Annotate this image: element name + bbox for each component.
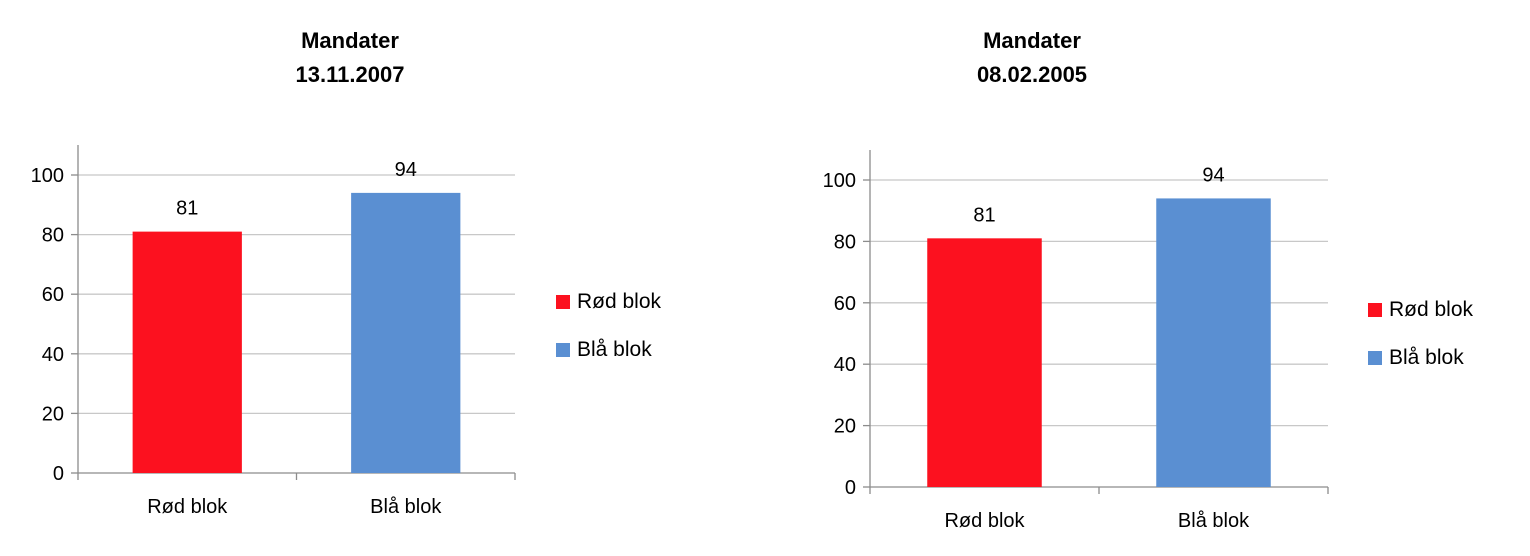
chart-legend: Rød blok Blå blok	[1368, 286, 1473, 382]
y-tick-label: 100	[31, 165, 64, 187]
chart-subtitle: 13.11.2007	[295, 62, 405, 87]
legend-swatch-blue	[556, 343, 570, 357]
y-tick-label: 0	[53, 463, 64, 485]
legend-item-rod-blok: Rød blok	[556, 278, 661, 326]
y-tick-label: 100	[823, 170, 856, 192]
chart-panel-2005: Mandater 08.02.2005 0 20 40 60 80 100 81 Rød bl…	[760, 0, 1530, 556]
legend-label: Rød blok	[1389, 298, 1474, 321]
y-tick-label: 80	[834, 231, 856, 253]
legend-item-bla-blok: Blå blok	[556, 326, 661, 374]
legend-item-rod-blok: Rød blok	[1368, 286, 1473, 334]
chart-title-text: Mandater	[983, 28, 1081, 53]
y-tick-label: 60	[834, 293, 856, 315]
legend-label: Blå blok	[1389, 346, 1464, 369]
legend-label: Blå blok	[577, 338, 652, 361]
chart-legend: Rød blok Blå blok	[556, 278, 661, 374]
bar	[1156, 198, 1271, 488]
x-tick-label: Blå blok	[370, 496, 442, 518]
bar	[132, 231, 242, 473]
x-tick-label: Rød blok	[147, 496, 228, 518]
y-tick-label: 60	[42, 284, 64, 306]
data-label: 94	[1202, 164, 1224, 186]
chart-title-text: Mandater	[301, 28, 399, 53]
legend-swatch-blue	[1368, 351, 1382, 365]
y-tick-label: 80	[42, 225, 64, 247]
chart-title: Mandater 13.11.2007	[150, 24, 550, 92]
y-tick-label: 20	[834, 416, 856, 438]
x-tick-label: Rød blok	[944, 510, 1025, 532]
x-tick-label: Blå blok	[1178, 510, 1250, 532]
legend-label: Rød blok	[577, 290, 662, 313]
legend-swatch-red	[556, 295, 570, 309]
chart-panel-2007: Mandater 13.11.2007 0 20 40 60 80 100 81 Rød bl…	[0, 0, 760, 556]
bar-chart-2007: 0 20 40 60 80 100 81 Rød blok 94 Blå blok	[31, 145, 516, 518]
legend-item-bla-blok: Blå blok	[1368, 334, 1473, 382]
chart-title: Mandater 08.02.2005	[832, 24, 1232, 92]
y-tick-label: 0	[845, 477, 856, 499]
bar	[351, 192, 461, 473]
bar-chart-2005: 0 20 40 60 80 100 81 Rød blok 94 Blå blok	[823, 150, 1329, 532]
bar	[927, 238, 1042, 487]
legend-swatch-red	[1368, 303, 1382, 317]
y-tick-label: 20	[42, 403, 64, 425]
data-label: 81	[973, 204, 995, 226]
chart-subtitle: 08.02.2005	[976, 62, 1088, 87]
data-label: 81	[176, 198, 198, 220]
y-tick-label: 40	[42, 344, 64, 366]
y-tick-label: 40	[834, 354, 856, 376]
data-label: 94	[395, 159, 417, 181]
